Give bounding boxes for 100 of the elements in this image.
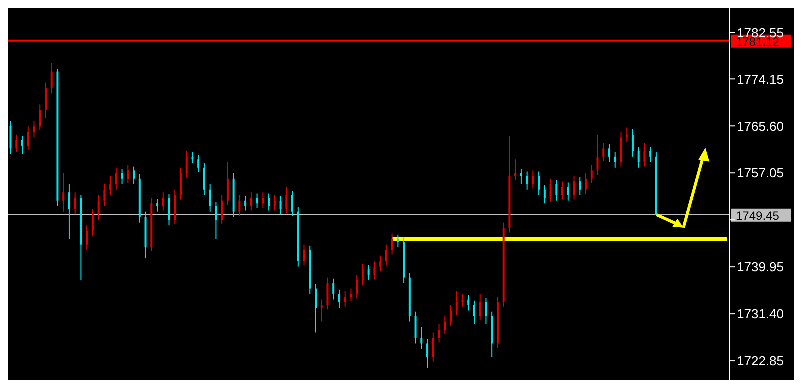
candlestick (650, 146, 652, 163)
candlestick (538, 171, 540, 196)
candlestick (385, 244, 388, 266)
candlestick (256, 193, 258, 209)
candlestick (550, 178, 552, 204)
candlestick (544, 184, 546, 204)
candlestick (314, 284, 317, 334)
candlestick (110, 176, 112, 196)
candlestick (10, 120, 12, 155)
candlestick (86, 225, 88, 251)
y-tick-label: 1774.15 (737, 72, 784, 87)
candlestick (98, 194, 100, 221)
candlestick (485, 298, 488, 325)
candlestick (186, 150, 188, 178)
candlestick (567, 182, 570, 202)
candlestick (573, 176, 576, 200)
candlestick (326, 277, 329, 310)
candlestick (520, 168, 522, 185)
candlestick (303, 244, 306, 266)
candlestick (44, 82, 47, 119)
candlestick (180, 167, 182, 200)
candlestick (514, 159, 517, 182)
candlestick (626, 127, 628, 143)
candlestick (280, 196, 282, 216)
candlestick (39, 104, 42, 132)
y-tick-label: 1765.60 (737, 118, 784, 134)
candlestick (532, 170, 534, 190)
candlestick (456, 291, 458, 316)
candlestick (238, 194, 241, 217)
candlestick (274, 194, 276, 212)
candlestick (22, 136, 24, 155)
candlestick (362, 264, 364, 286)
candlestick (262, 192, 264, 209)
candlestick (215, 201, 218, 240)
candlestick (479, 294, 482, 322)
ref-line-label: 1749.45 (736, 208, 780, 223)
candlestick (596, 134, 599, 176)
candlestick (397, 234, 400, 248)
candlestick (121, 168, 124, 185)
candlestick (292, 190, 294, 217)
candlestick (320, 299, 323, 322)
y-tick-label: 1739.95 (737, 260, 784, 275)
candlestick (579, 176, 582, 196)
candlestick (414, 311, 417, 344)
candlestick (344, 291, 346, 308)
candlestick (590, 164, 593, 184)
candlestick (192, 152, 194, 164)
candlestick (133, 166, 136, 185)
candlestick (209, 184, 212, 212)
candlestick (338, 289, 340, 309)
candlestick (27, 126, 30, 151)
candlestick (644, 142, 646, 168)
candlestick (68, 184, 70, 240)
candlestick (198, 154, 200, 173)
candlestick (556, 179, 558, 202)
candlestick (614, 152, 616, 168)
candlestick (368, 264, 370, 282)
candlestick (16, 134, 18, 154)
candlestick (462, 294, 464, 308)
candlestick (380, 255, 382, 272)
candlestick (468, 294, 470, 312)
candlestick (156, 198, 159, 212)
candlestick (432, 332, 434, 362)
candlestick (350, 288, 352, 302)
candlestick (50, 63, 53, 94)
candlestick (562, 181, 564, 200)
y-tick-label: 1731.40 (737, 306, 784, 322)
candlestick (420, 326, 423, 350)
candlestick (526, 171, 528, 190)
y-tick-label: 1722.85 (737, 354, 784, 369)
candlestick (162, 192, 164, 212)
candlestick (632, 128, 634, 158)
candlestick (426, 338, 429, 369)
candlestick (608, 144, 610, 163)
candlestick (250, 192, 252, 212)
candlestick (286, 186, 288, 214)
candlestick (638, 146, 640, 168)
candlestick (221, 194, 224, 224)
candlestick (268, 193, 270, 212)
candlestick (62, 172, 65, 212)
candlestick (374, 260, 376, 280)
candlestick (438, 324, 440, 344)
candlestick (244, 196, 247, 212)
candlestick (444, 316, 446, 335)
candlestick (450, 304, 452, 327)
candlestick (115, 167, 118, 190)
candlestick (473, 300, 476, 325)
candlestick (226, 162, 229, 206)
candlestick (332, 278, 335, 300)
candlestick (74, 192, 76, 216)
candlestick (104, 184, 106, 207)
candlestick (585, 172, 588, 195)
candlestick (168, 194, 170, 226)
candlestick (356, 274, 358, 300)
candlestick (203, 163, 206, 196)
candlestick (127, 164, 130, 184)
candlestick (602, 142, 605, 162)
candlestick (33, 120, 36, 138)
candlestick (92, 208, 94, 238)
y-tick-label: 1757.05 (737, 166, 784, 181)
